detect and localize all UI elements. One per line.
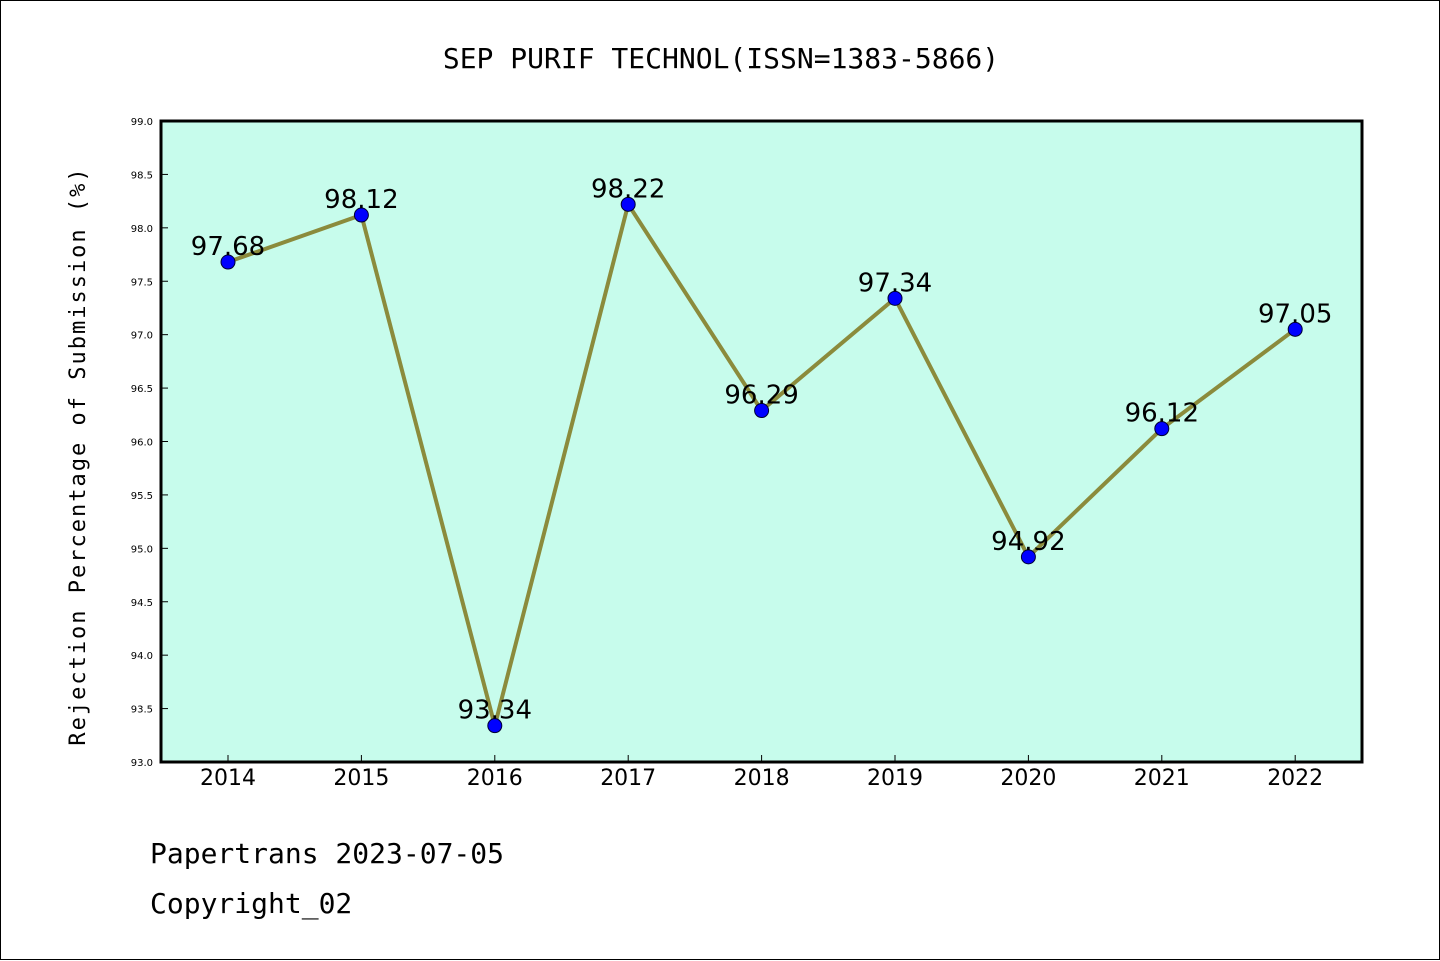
data-value-label: 94.92: [991, 527, 1065, 557]
y-tick-label: 96.0: [131, 438, 153, 449]
y-tick-label: 97.5: [131, 277, 153, 288]
x-axis-ticks: 2014 2015 2016 2017 2018 2019 2020 2021 2022: [200, 755, 1323, 791]
x-tick-label: 2014: [200, 766, 256, 791]
data-value-label: 97.68: [191, 232, 265, 262]
data-point-marker: [1287, 321, 1303, 337]
y-tick-label: 98.0: [131, 224, 153, 235]
data-value-label: 98.22: [591, 174, 665, 204]
x-tick-label: 2020: [1000, 766, 1056, 791]
y-axis-label: Rejection Percentage of Submission (%): [66, 166, 91, 745]
data-value-label: 96.29: [724, 381, 798, 411]
y-tick-label: 96.5: [131, 384, 153, 395]
y-tick-label: 93.5: [131, 705, 153, 716]
data-point-marker: [1020, 549, 1036, 565]
y-tick-label: 98.5: [131, 170, 153, 181]
data-value-label: 97.34: [858, 268, 932, 298]
data-labels: 97.68 98.12 93.34 98.22 96.29 97.34 94.92 96.12…: [191, 174, 1333, 725]
data-value-label: 98.12: [324, 185, 398, 215]
data-markers: [220, 196, 1303, 734]
y-tick-label: 93.0: [131, 758, 153, 769]
data-point-marker: [754, 403, 770, 419]
data-value-label: 96.12: [1125, 399, 1199, 429]
y-tick-label: 95.0: [131, 544, 153, 555]
footer-date-line: Papertrans 2023-07-05: [150, 837, 505, 870]
data-point-marker: [620, 196, 636, 212]
y-axis-ticks: 93.0 93.5 94.0 94.5 95.0 95.5 96.0 96.5 97.0 97.5…: [131, 117, 168, 769]
data-point-marker: [353, 207, 369, 223]
data-point-marker: [220, 254, 236, 270]
x-tick-label: 2017: [600, 766, 656, 791]
y-tick-label: 94.0: [131, 651, 153, 662]
x-tick-label: 2015: [333, 766, 389, 791]
data-point-marker: [887, 290, 903, 306]
data-value-label: 93.34: [458, 696, 532, 726]
x-tick-label: 2016: [467, 766, 523, 791]
y-tick-label: 95.5: [131, 491, 153, 502]
data-point-marker: [487, 718, 503, 734]
x-tick-label: 2018: [734, 766, 790, 791]
y-tick-label: 99.0: [131, 117, 153, 128]
y-tick-label: 94.5: [131, 598, 153, 609]
x-tick-label: 2022: [1267, 766, 1323, 791]
data-point-marker: [1154, 421, 1170, 437]
footer-copyright-line: Copyright_02: [150, 887, 353, 920]
plot-area: [159, 119, 1364, 764]
y-tick-label: 97.0: [131, 331, 153, 342]
data-value-label: 97.05: [1258, 299, 1332, 329]
x-tick-label: 2019: [867, 766, 923, 791]
chart-title: SEP PURIF TECHNOL(ISSN=1383-5866): [443, 42, 999, 75]
x-tick-label: 2021: [1134, 766, 1190, 791]
